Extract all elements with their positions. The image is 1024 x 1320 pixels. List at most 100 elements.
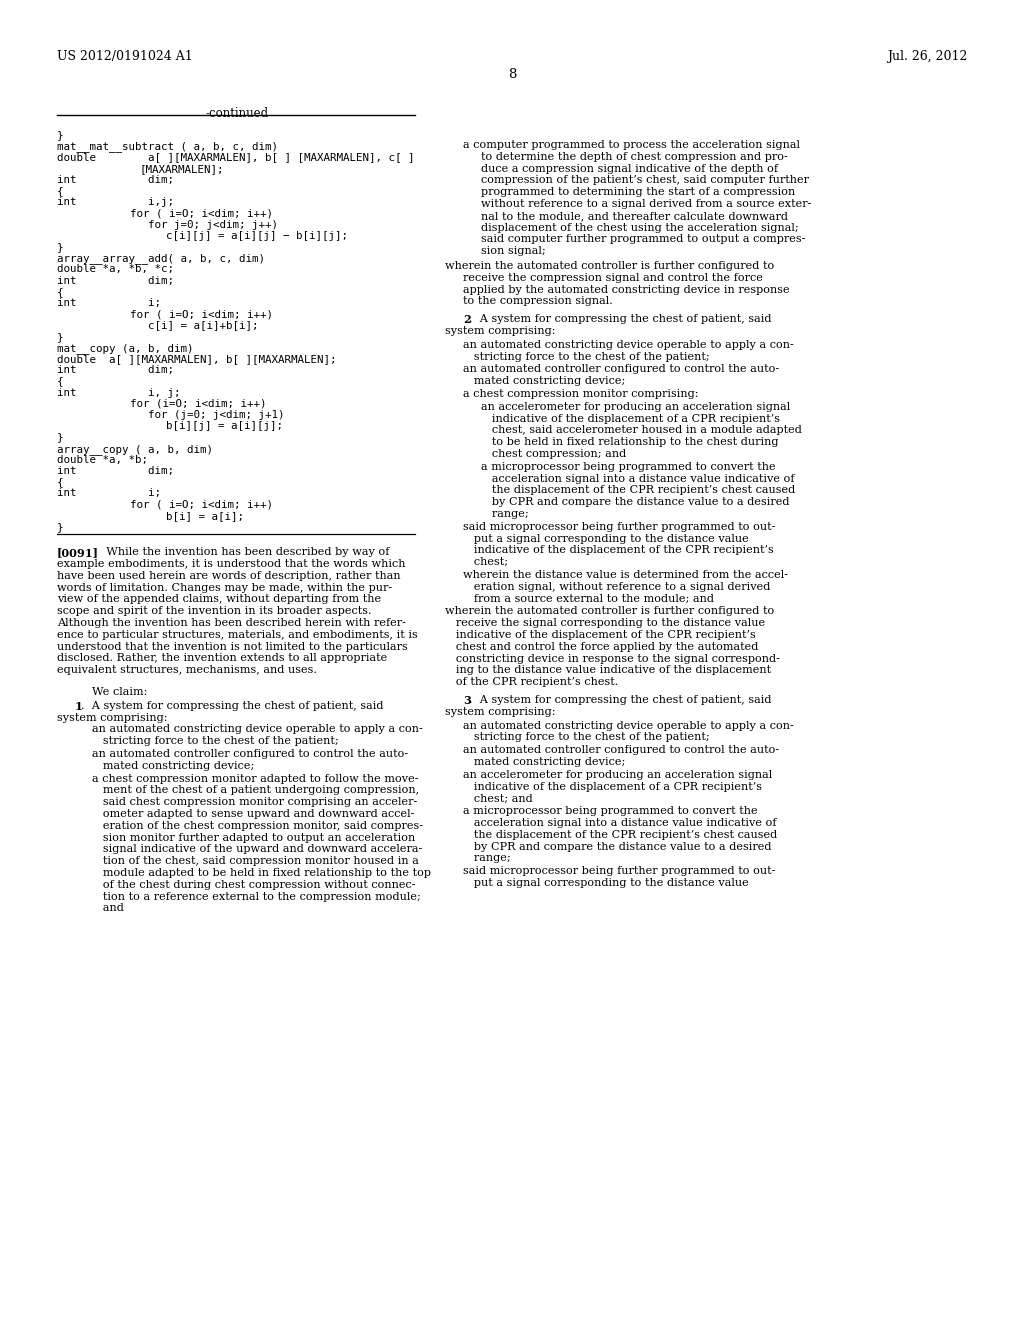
Text: mated constricting device;: mated constricting device; <box>463 756 626 767</box>
Text: said microprocessor being further programmed to out-: said microprocessor being further progra… <box>463 866 775 876</box>
Text: a microprocessor being programmed to convert the: a microprocessor being programmed to con… <box>463 807 758 816</box>
Text: {: { <box>57 186 63 195</box>
Text: wherein the automated controller is further configured to: wherein the automated controller is furt… <box>445 606 774 616</box>
Text: double        a[ ][MAXARMALEN], b[ ] [MAXARMALEN], c[ ]: double a[ ][MAXARMALEN], b[ ] [MAXARMALE… <box>57 152 415 162</box>
Text: -continued: -continued <box>206 107 268 120</box>
Text: acceleration signal into a distance value indicative of: acceleration signal into a distance valu… <box>463 818 776 828</box>
Text: receive the signal corresponding to the distance value: receive the signal corresponding to the … <box>445 618 765 628</box>
Text: from a source external to the module; and: from a source external to the module; an… <box>463 594 714 603</box>
Text: without reference to a signal derived from a source exter-: without reference to a signal derived fr… <box>481 199 811 209</box>
Text: disclosed. Rather, the invention extends to all appropriate: disclosed. Rather, the invention extends… <box>57 653 387 664</box>
Text: a microprocessor being programmed to convert the: a microprocessor being programmed to con… <box>481 462 775 471</box>
Text: system comprising:: system comprising: <box>445 326 555 337</box>
Text: stricting force to the chest of the patient;: stricting force to the chest of the pati… <box>463 351 710 362</box>
Text: Jul. 26, 2012: Jul. 26, 2012 <box>887 50 967 63</box>
Text: and: and <box>92 903 124 913</box>
Text: an accelerometer for producing an acceleration signal: an accelerometer for producing an accele… <box>463 770 772 780</box>
Text: duce a compression signal indicative of the depth of: duce a compression signal indicative of … <box>481 164 778 174</box>
Text: chest;: chest; <box>463 557 508 568</box>
Text: 8: 8 <box>508 69 516 81</box>
Text: for ( i=O; i<dim; i++): for ( i=O; i<dim; i++) <box>130 309 273 319</box>
Text: ment of the chest of a patient undergoing compression,: ment of the chest of a patient undergoin… <box>92 785 419 796</box>
Text: to determine the depth of chest compression and pro-: to determine the depth of chest compress… <box>481 152 787 162</box>
Text: for (j=0; j<dim; j+1): for (j=0; j<dim; j+1) <box>148 411 285 420</box>
Text: for j=0; j<dim; j++): for j=0; j<dim; j++) <box>148 219 278 230</box>
Text: for (i=O; i<dim; i++): for (i=O; i<dim; i++) <box>130 399 266 409</box>
Text: a computer programmed to process the acceleration signal: a computer programmed to process the acc… <box>463 140 800 150</box>
Text: applied by the automated constricting device in response: applied by the automated constricting de… <box>463 285 790 294</box>
Text: }: } <box>57 331 63 342</box>
Text: to be held in fixed relationship to the chest during: to be held in fixed relationship to the … <box>481 437 778 447</box>
Text: for ( i=O; i<dim; i++): for ( i=O; i<dim; i++) <box>130 499 273 510</box>
Text: the displacement of the CPR recipient’s chest caused: the displacement of the CPR recipient’s … <box>463 830 777 840</box>
Text: c[i] = a[i]+b[i];: c[i] = a[i]+b[i]; <box>148 321 258 330</box>
Text: an automated controller configured to control the auto-: an automated controller configured to co… <box>463 746 779 755</box>
Text: int           dim;: int dim; <box>57 466 174 477</box>
Text: nal to the module, and thereafter calculate downward: nal to the module, and thereafter calcul… <box>481 211 788 220</box>
Text: .  A system for compressing the chest of patient, said: . A system for compressing the chest of … <box>81 701 384 710</box>
Text: ence to particular structures, materials, and embodiments, it is: ence to particular structures, materials… <box>57 630 418 640</box>
Text: int           dim;: int dim; <box>57 366 174 375</box>
Text: chest, said accelerometer housed in a module adapted: chest, said accelerometer housed in a mo… <box>481 425 802 436</box>
Text: by CPR and compare the distance value to a desired: by CPR and compare the distance value to… <box>481 498 790 507</box>
Text: an automated constricting device operable to apply a con-: an automated constricting device operabl… <box>92 725 423 734</box>
Text: said microprocessor being further programmed to out-: said microprocessor being further progra… <box>463 521 775 532</box>
Text: indicative of the displacement of the CPR recipient’s: indicative of the displacement of the CP… <box>463 545 774 556</box>
Text: chest compression; and: chest compression; and <box>481 449 627 459</box>
Text: int           dim;: int dim; <box>57 174 174 185</box>
Text: 1: 1 <box>75 701 83 711</box>
Text: an automated controller configured to control the auto-: an automated controller configured to co… <box>92 748 409 759</box>
Text: double *a, *b, *c;: double *a, *b, *c; <box>57 264 174 275</box>
Text: stricting force to the chest of the patient;: stricting force to the chest of the pati… <box>92 737 339 746</box>
Text: module adapted to be held in fixed relationship to the top: module adapted to be held in fixed relat… <box>92 869 431 878</box>
Text: indicative of the displacement of a CPR recipient’s: indicative of the displacement of a CPR … <box>481 413 780 424</box>
Text: said chest compression monitor comprising an acceler-: said chest compression monitor comprisin… <box>92 797 417 808</box>
Text: of the CPR recipient’s chest.: of the CPR recipient’s chest. <box>445 677 618 688</box>
Text: indicative of the displacement of a CPR recipient’s: indicative of the displacement of a CPR … <box>463 781 762 792</box>
Text: receive the compression signal and control the force: receive the compression signal and contr… <box>463 273 763 282</box>
Text: mated constricting device;: mated constricting device; <box>92 760 254 771</box>
Text: words of limitation. Changes may be made, within the pur-: words of limitation. Changes may be made… <box>57 582 392 593</box>
Text: While the invention has been described by way of: While the invention has been described b… <box>99 548 389 557</box>
Text: }: } <box>57 521 63 532</box>
Text: to the compression signal.: to the compression signal. <box>463 297 612 306</box>
Text: sion signal;: sion signal; <box>481 247 546 256</box>
Text: chest; and: chest; and <box>463 793 532 804</box>
Text: an accelerometer for producing an acceleration signal: an accelerometer for producing an accele… <box>481 401 791 412</box>
Text: array__copy ( a, b, dim): array__copy ( a, b, dim) <box>57 444 213 454</box>
Text: equivalent structures, mechanisms, and uses.: equivalent structures, mechanisms, and u… <box>57 665 316 676</box>
Text: programmed to determining the start of a compression: programmed to determining the start of a… <box>481 187 796 197</box>
Text: int           i, j;: int i, j; <box>57 388 180 397</box>
Text: stricting force to the chest of the patient;: stricting force to the chest of the pati… <box>463 733 710 742</box>
Text: array__array__add( a, b, c, dim): array__array__add( a, b, c, dim) <box>57 253 265 264</box>
Text: acceleration signal into a distance value indicative of: acceleration signal into a distance valu… <box>481 474 795 483</box>
Text: double  a[ ][MAXARMALEN], b[ ][MAXARMALEN];: double a[ ][MAXARMALEN], b[ ][MAXARMALEN… <box>57 354 337 364</box>
Text: wherein the automated controller is further configured to: wherein the automated controller is furt… <box>445 261 774 271</box>
Text: eration signal, without reference to a signal derived: eration signal, without reference to a s… <box>463 582 770 591</box>
Text: range;: range; <box>463 854 511 863</box>
Text: an automated constricting device operable to apply a con-: an automated constricting device operabl… <box>463 339 794 350</box>
Text: have been used herein are words of description, rather than: have been used herein are words of descr… <box>57 570 400 581</box>
Text: constricting device in response to the signal correspond-: constricting device in response to the s… <box>445 653 780 664</box>
Text: signal indicative of the upward and downward accelera-: signal indicative of the upward and down… <box>92 845 422 854</box>
Text: understood that the invention is not limited to the particulars: understood that the invention is not lim… <box>57 642 408 652</box>
Text: ometer adapted to sense upward and downward accel-: ometer adapted to sense upward and downw… <box>92 809 415 818</box>
Text: said computer further programmed to output a compres-: said computer further programmed to outp… <box>481 235 805 244</box>
Text: c[i][j] = a[i][j] − b[i][j];: c[i][j] = a[i][j] − b[i][j]; <box>166 231 348 240</box>
Text: scope and spirit of the invention in its broader aspects.: scope and spirit of the invention in its… <box>57 606 372 616</box>
Text: int           i;: int i; <box>57 488 161 499</box>
Text: system comprising:: system comprising: <box>57 713 168 722</box>
Text: indicative of the displacement of the CPR recipient’s: indicative of the displacement of the CP… <box>445 630 756 640</box>
Text: .  A system for compressing the chest of patient, said: . A system for compressing the chest of … <box>469 314 771 325</box>
Text: a chest compression monitor adapted to follow the move-: a chest compression monitor adapted to f… <box>92 774 419 784</box>
Text: double *a, *b;: double *a, *b; <box>57 455 148 465</box>
Text: 3: 3 <box>463 696 471 706</box>
Text: .  A system for compressing the chest of patient, said: . A system for compressing the chest of … <box>469 696 771 705</box>
Text: }: } <box>57 433 63 442</box>
Text: put a signal corresponding to the distance value: put a signal corresponding to the distan… <box>463 533 749 544</box>
Text: an automated controller configured to control the auto-: an automated controller configured to co… <box>463 364 779 375</box>
Text: [MAXARMALEN];: [MAXARMALEN]; <box>140 164 224 174</box>
Text: an automated constricting device operable to apply a con-: an automated constricting device operabl… <box>463 721 794 730</box>
Text: compression of the patient’s chest, said computer further: compression of the patient’s chest, said… <box>481 176 809 185</box>
Text: example embodiments, it is understood that the words which: example embodiments, it is understood th… <box>57 558 406 569</box>
